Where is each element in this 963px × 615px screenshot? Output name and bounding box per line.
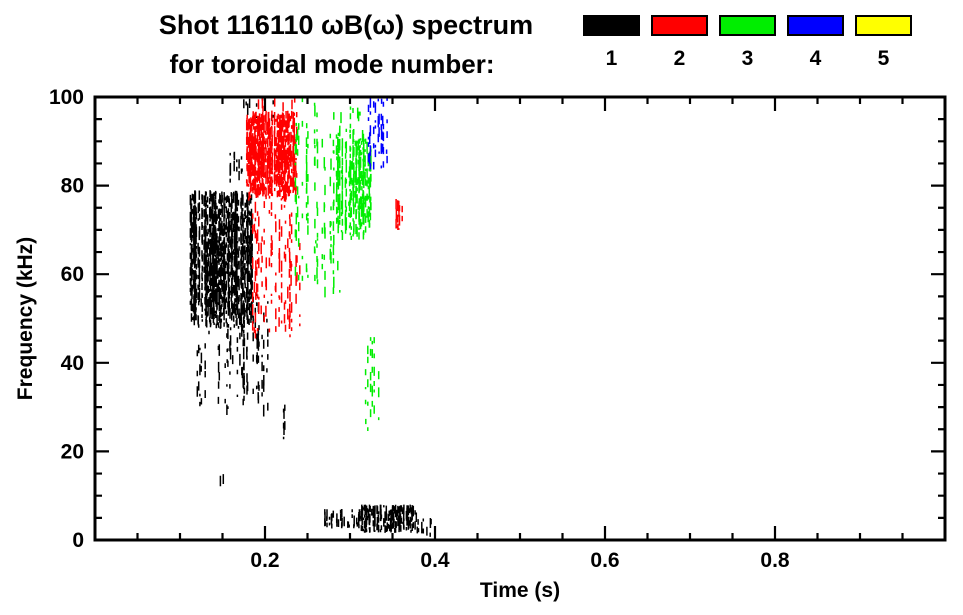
legend-swatch-n3 (719, 15, 776, 36)
x-axis-title: Time (s) (480, 579, 560, 602)
series-points-n1 (189, 98, 432, 537)
y-tick-label: 40 (61, 352, 84, 375)
x-tick-label: 0.8 (760, 549, 790, 572)
y-tick-label: 100 (49, 86, 84, 109)
chart-title-line2: for toroidal mode number: (169, 49, 495, 79)
x-tick-label: 0.6 (590, 549, 619, 572)
legend-label-n1: 1 (605, 47, 618, 70)
legend-label-n3: 3 (741, 47, 754, 70)
legend-item-n1: 1 (583, 15, 640, 69)
y-tick-label: 0 (72, 529, 84, 552)
series-points-n3 (294, 97, 380, 431)
plot-frame (93, 95, 947, 542)
legend-swatch-n5 (855, 15, 912, 36)
legend-label-n2: 2 (673, 47, 686, 70)
legend-swatch-n2 (651, 15, 708, 36)
legend-item-n2: 2 (651, 15, 708, 69)
chart-title-line1: Shot 116110 ωB(ω) spectrum (158, 10, 534, 40)
legend-label-n4: 4 (809, 47, 822, 70)
y-axis-title: Frequency (kHz) (14, 237, 37, 400)
axis-ticks (95, 95, 945, 540)
legend-item-n3: 3 (719, 15, 776, 69)
legend-item-n4: 4 (787, 15, 844, 69)
legend: 1 2 3 4 5 (583, 15, 912, 69)
x-tick-label: 0.4 (420, 549, 450, 572)
y-tick-label: 80 (61, 175, 84, 198)
series-points-n4 (367, 97, 388, 170)
legend-item-n5: 5 (855, 15, 912, 69)
y-tick-label: 20 (61, 440, 84, 463)
legend-swatch-n4 (787, 15, 844, 36)
legend-swatch-n1 (583, 15, 640, 36)
x-tick-label: 0.2 (250, 549, 279, 572)
y-tick-label: 60 (61, 263, 84, 286)
legend-label-n5: 5 (877, 47, 890, 70)
